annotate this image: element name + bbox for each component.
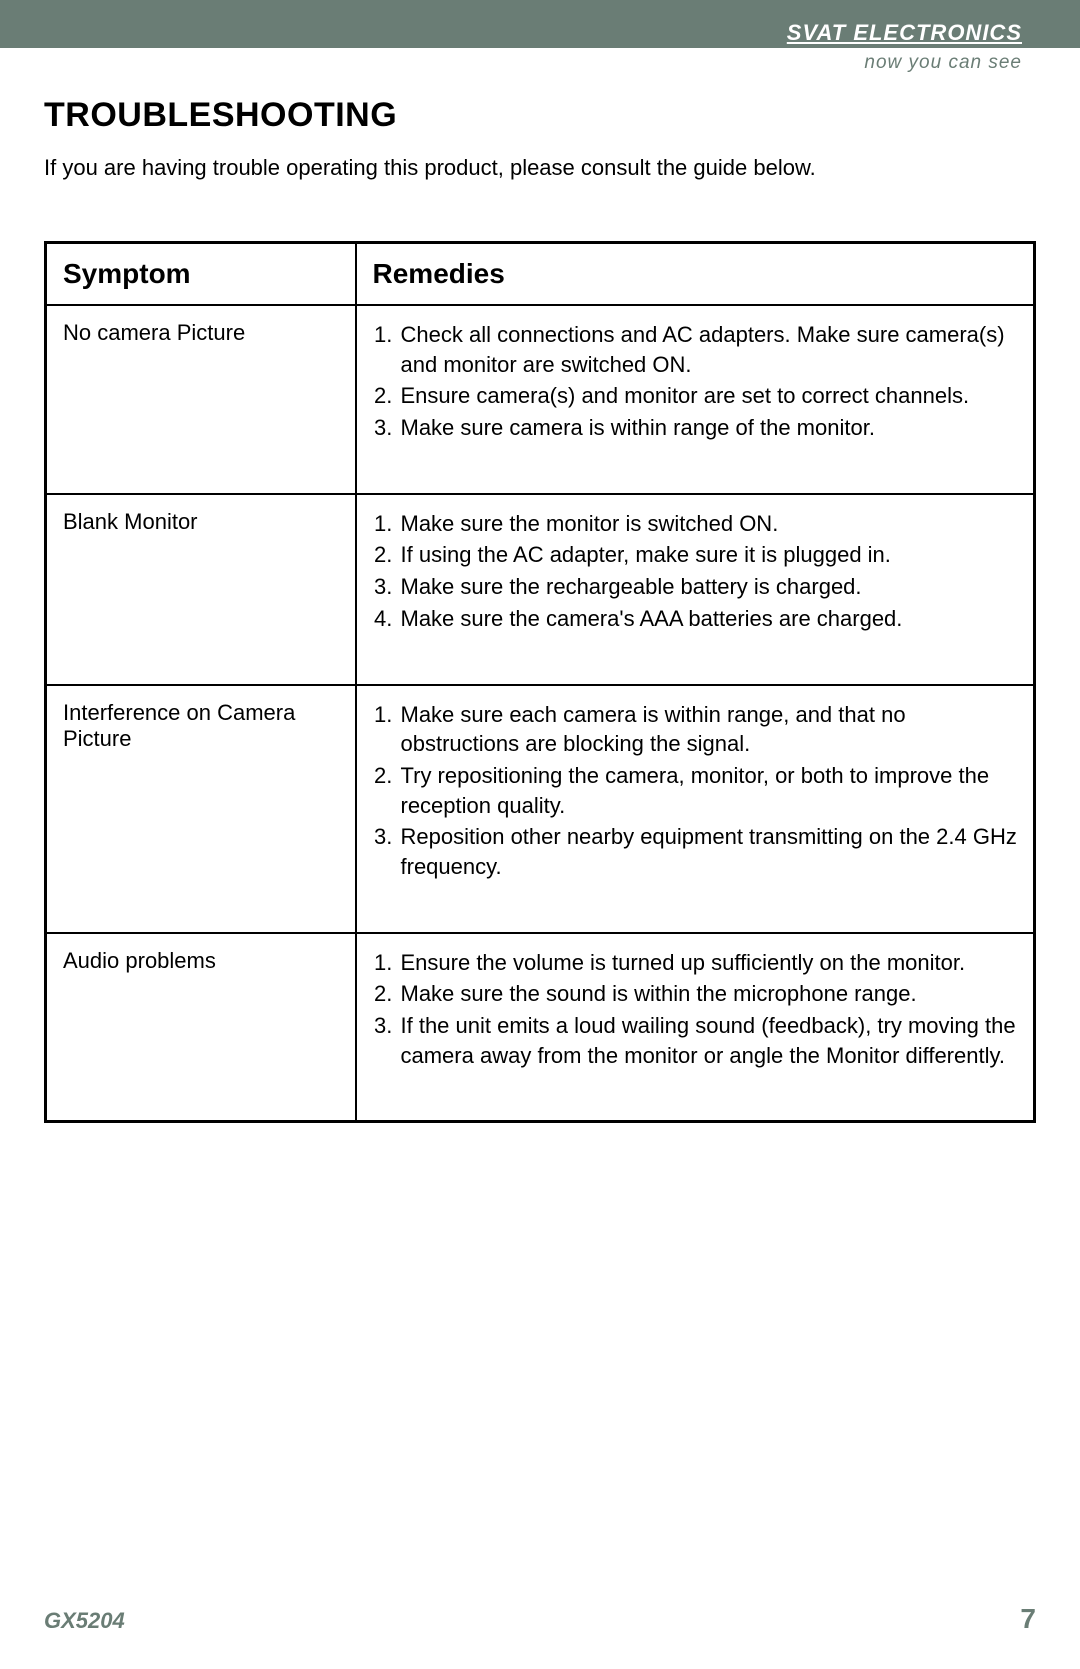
remedy-item: If the unit emits a loud wailing sound (… bbox=[399, 1011, 1018, 1070]
model-number: GX5204 bbox=[44, 1608, 125, 1634]
symptom-cell: Interference on Camera Picture bbox=[46, 685, 356, 933]
brand-name: SVAT ELECTRONICS bbox=[787, 20, 1022, 46]
remedy-item: Make sure each camera is within range, a… bbox=[399, 700, 1018, 759]
page-content: TROUBLESHOOTING If you are having troubl… bbox=[0, 48, 1080, 1123]
remedies-list: Make sure each camera is within range, a… bbox=[373, 700, 1018, 882]
remedy-item: Check all connections and AC adapters. M… bbox=[399, 320, 1018, 379]
remedy-item: Make sure the camera's AAA batteries are… bbox=[399, 604, 1018, 634]
remedies-cell: Check all connections and AC adapters. M… bbox=[356, 305, 1035, 494]
column-header-remedies: Remedies bbox=[356, 243, 1035, 306]
remedies-list: Check all connections and AC adapters. M… bbox=[373, 320, 1018, 443]
troubleshooting-table: Symptom Remedies No camera Picture Check … bbox=[44, 241, 1036, 1123]
intro-text: If you are having trouble operating this… bbox=[44, 155, 1036, 181]
remedies-list: Ensure the volume is turned up sufficien… bbox=[373, 948, 1018, 1071]
remedies-cell: Make sure the monitor is switched ON.If … bbox=[356, 494, 1035, 685]
symptom-cell: No camera Picture bbox=[46, 305, 356, 494]
table-header-row: Symptom Remedies bbox=[46, 243, 1035, 306]
page-title: TROUBLESHOOTING bbox=[44, 96, 1036, 135]
table-row: Interference on Camera Picture Make sure … bbox=[46, 685, 1035, 933]
remedy-item: Ensure the volume is turned up sufficien… bbox=[399, 948, 1018, 978]
remedy-item: Ensure camera(s) and monitor are set to … bbox=[399, 381, 1018, 411]
table-body: No camera Picture Check all connections a… bbox=[46, 305, 1035, 1122]
brand-tagline: now you can see bbox=[787, 52, 1022, 74]
remedy-item: Make sure camera is within range of the … bbox=[399, 413, 1018, 443]
remedies-list: Make sure the monitor is switched ON.If … bbox=[373, 509, 1018, 634]
brand-area: SVAT ELECTRONICS now you can see bbox=[787, 20, 1022, 74]
table-row: Blank MonitorMake sure the monitor is sw… bbox=[46, 494, 1035, 685]
remedies-cell: Ensure the volume is turned up sufficien… bbox=[356, 933, 1035, 1122]
remedy-item: Make sure the rechargeable battery is ch… bbox=[399, 572, 1018, 602]
remedy-item: Make sure the sound is within the microp… bbox=[399, 979, 1018, 1009]
remedy-item: Try repositioning the camera, monitor, o… bbox=[399, 761, 1018, 820]
page-number: 7 bbox=[1020, 1603, 1036, 1635]
symptom-cell: Blank Monitor bbox=[46, 494, 356, 685]
remedy-item: If using the AC adapter, make sure it is… bbox=[399, 540, 1018, 570]
remedy-item: Reposition other nearby equipment transm… bbox=[399, 822, 1018, 881]
table-row: No camera Picture Check all connections a… bbox=[46, 305, 1035, 494]
column-header-symptom: Symptom bbox=[46, 243, 356, 306]
table-row: Audio problems Ensure the volume is turne… bbox=[46, 933, 1035, 1122]
remedies-cell: Make sure each camera is within range, a… bbox=[356, 685, 1035, 933]
remedy-item: Make sure the monitor is switched ON. bbox=[399, 509, 1018, 539]
symptom-cell: Audio problems bbox=[46, 933, 356, 1122]
page-footer: GX5204 7 bbox=[44, 1603, 1036, 1635]
